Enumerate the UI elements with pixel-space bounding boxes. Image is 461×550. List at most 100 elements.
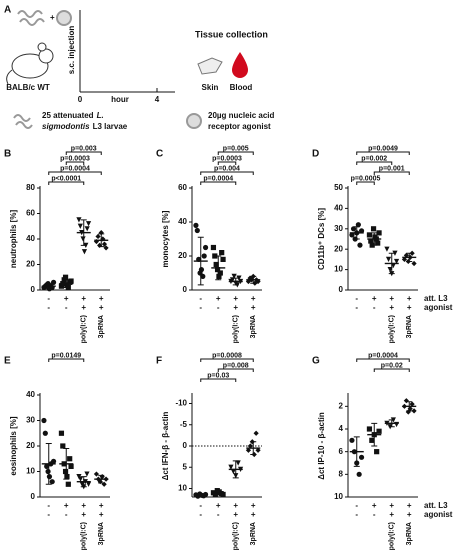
p-value: p=0.0003 <box>60 155 90 162</box>
significance-bracket <box>200 358 254 362</box>
error-bar <box>250 441 257 455</box>
att-l3-sign: + <box>251 501 256 510</box>
agonist-sign: + <box>389 303 394 312</box>
x-tick-label: poly(I:C) <box>81 522 88 550</box>
p-value: p=0.0004 <box>368 352 398 359</box>
error-bar <box>45 283 52 290</box>
data-point <box>375 240 381 246</box>
agonist-sign: - <box>355 510 358 519</box>
data-point <box>358 228 365 234</box>
data-point <box>369 437 375 443</box>
mouse-body <box>11 53 49 79</box>
data-point <box>253 430 259 436</box>
error-bar <box>197 236 204 286</box>
y-tick-label: 40 <box>178 217 187 226</box>
data-point <box>356 471 362 477</box>
data-point <box>230 468 236 475</box>
error-bar <box>63 448 70 480</box>
data-point <box>235 460 241 466</box>
error-bar <box>232 277 239 286</box>
p-value: p=0.008 <box>223 362 249 369</box>
agonist-sign: - <box>47 303 50 312</box>
y-tick-label: 6 <box>339 447 344 456</box>
larva-icon <box>15 121 33 129</box>
p-value: p=0.03 <box>207 372 229 379</box>
data-point <box>65 481 71 487</box>
significance-bracket <box>356 151 410 155</box>
y-tick-label: 2 <box>339 401 344 410</box>
error-bar <box>406 401 413 412</box>
error-bar <box>80 219 87 246</box>
att-l3-sign: + <box>64 294 69 303</box>
data-point <box>366 426 373 432</box>
data-point <box>68 463 74 469</box>
agonist-sign: - <box>47 510 50 519</box>
y-axis-label: eosinophils [%] <box>9 416 18 475</box>
blood-label: Blood <box>230 83 253 92</box>
plus: + <box>50 13 55 22</box>
data-point <box>355 222 361 228</box>
agonist-sign: - <box>199 510 202 519</box>
data-point <box>366 232 373 238</box>
x-tick-label: 3pRNA <box>406 522 413 545</box>
data-point <box>374 449 380 455</box>
data-point <box>49 479 55 485</box>
y-tick-label: 4 <box>339 424 344 433</box>
significance-bracket <box>200 378 237 382</box>
blood-icon <box>232 52 248 78</box>
data-point <box>81 249 88 255</box>
att-l3-sign: + <box>99 501 104 510</box>
data-point <box>214 267 221 273</box>
p-value: p=0.0005 <box>351 175 381 182</box>
larvae-text: 25 attenuated <box>42 111 94 120</box>
agonist-label: receptor agonist <box>208 122 271 131</box>
att-l3-sign: + <box>99 294 104 303</box>
y-axis-label: monocytes [%] <box>161 210 170 267</box>
p-value: p=0.0004 <box>203 175 233 182</box>
y-tick-label: 20 <box>178 251 187 260</box>
att-l3-sign: + <box>251 294 256 303</box>
error-bar <box>215 490 222 495</box>
data-point <box>220 256 226 262</box>
y-axis-label: CD11b⁺ DCs [%] <box>317 208 326 270</box>
y-tick-label: 10 <box>334 492 343 501</box>
data-point <box>200 273 206 279</box>
agonist-sign: + <box>99 303 104 312</box>
p-value: p=0.02 <box>381 362 403 369</box>
mouse-label: BALB/c WT <box>6 83 50 92</box>
agonist-label: 20µg nucleic acid <box>208 111 275 120</box>
panel-letter: C <box>156 149 163 160</box>
agonist-sign: + <box>407 303 412 312</box>
p-value: p=0.002 <box>361 155 387 162</box>
agonist-sign: - <box>355 303 358 312</box>
data-point <box>210 244 217 251</box>
agonist-sign: + <box>81 510 86 519</box>
y-tick-label: 20 <box>26 260 35 269</box>
significance-bracket <box>48 358 85 362</box>
agonist-sign: - <box>65 510 68 519</box>
error-bar <box>215 255 222 281</box>
data-point <box>216 273 222 279</box>
x-tick-label: poly(I:C) <box>233 315 240 343</box>
att-l3-sign: - <box>47 294 50 303</box>
agonist-sign: - <box>199 303 202 312</box>
panel-a: A + BALB/c WT s.c. injection 0 hour 4 Ti… <box>4 5 275 131</box>
data-point <box>357 242 363 248</box>
agonist-sign: - <box>217 510 220 519</box>
y-tick-label: 0 <box>31 285 36 294</box>
agonist-icon <box>186 113 202 129</box>
data-point <box>409 401 415 407</box>
data-point <box>42 430 48 436</box>
agonist-sign: - <box>373 510 376 519</box>
significance-bracket <box>373 171 410 175</box>
data-point <box>198 267 205 273</box>
significance-bracket <box>373 368 410 372</box>
data-point <box>213 261 219 268</box>
larvae-text: sigmodontis <box>42 122 90 131</box>
y-tick-label: 50 <box>334 183 343 192</box>
data-point <box>202 244 209 251</box>
significance-bracket <box>217 151 254 155</box>
data-point <box>368 238 374 244</box>
time-end: 4 <box>155 95 160 104</box>
agonist-sign: + <box>407 510 412 519</box>
